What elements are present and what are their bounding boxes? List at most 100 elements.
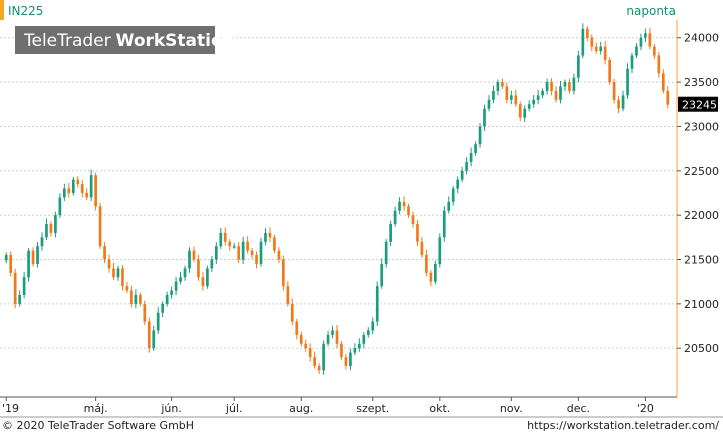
candle-body (179, 277, 182, 282)
y-tick-label: 23500 (684, 76, 719, 89)
y-tick-label: 21000 (684, 298, 719, 311)
candle-body (590, 37, 594, 47)
candle-body (474, 144, 477, 154)
candle-body (451, 188, 455, 202)
candle-body (255, 255, 258, 264)
candle-body (527, 104, 531, 109)
candle-body (237, 246, 241, 260)
symbol-label: IN225 (8, 4, 43, 18)
last-price-value: 23245 (682, 99, 717, 112)
watermark-box (15, 26, 215, 54)
grid (0, 37, 677, 349)
candle-body (492, 90, 495, 100)
watermark-product: WorkStation (116, 31, 235, 51)
candle-body (380, 263, 384, 287)
x-tick-label: jún. (160, 402, 182, 415)
candle-body (349, 352, 352, 366)
candle-body (577, 55, 580, 78)
candle-body (608, 59, 611, 83)
candle-body (134, 294, 138, 304)
interval-label: naponta (626, 4, 676, 18)
candle-body (317, 365, 321, 371)
candle-body (550, 82, 553, 91)
candle-body (273, 237, 276, 251)
candle-body (603, 46, 607, 60)
candle-body (393, 210, 397, 225)
candle-body (599, 46, 603, 52)
x-tick-label: máj. (84, 402, 108, 415)
candle-body (89, 175, 93, 198)
candle-body (174, 281, 178, 291)
x-tick-label: okt. (429, 402, 450, 415)
candle-body (76, 179, 80, 185)
candle-body (621, 95, 625, 109)
candle-body (241, 241, 245, 260)
candle-body (80, 184, 84, 193)
x-tick-label: nov. (500, 402, 523, 415)
candle-body (635, 46, 638, 56)
candle-body (161, 303, 165, 313)
candle-body (585, 28, 589, 38)
candle-body (554, 90, 558, 100)
candle-body (402, 201, 406, 207)
candle-body (469, 153, 473, 162)
watermark: TeleTrader WorkStation (15, 26, 235, 54)
candle-body (501, 82, 504, 87)
candle-body (653, 46, 656, 56)
candle-body (572, 77, 576, 91)
y-tick-label: 20500 (684, 342, 719, 355)
y-tick-label: 22500 (684, 165, 719, 178)
candle-body (170, 290, 173, 295)
y-tick-label: 24000 (684, 32, 719, 45)
candle-body (442, 210, 446, 238)
candle-body (353, 348, 357, 353)
last-price-badge: 23245 (678, 96, 718, 112)
header-accent-bar (0, 0, 4, 20)
candle-body (438, 237, 442, 264)
candle-body (156, 312, 160, 331)
candle-body (138, 294, 142, 304)
candle-body (143, 303, 147, 322)
candle-body (259, 241, 263, 264)
candle-body (232, 246, 236, 248)
candle-body (465, 161, 468, 171)
candle-body (617, 99, 620, 109)
candle-body (344, 357, 348, 366)
candle-body (487, 99, 491, 109)
copyright-text: © 2020 TeleTrader Software GmbH (2, 419, 194, 432)
candle-body (518, 104, 522, 118)
source-url: https://workstation.teletrader.com/ (527, 419, 719, 432)
candle-body (456, 179, 460, 189)
candle-body (85, 192, 89, 198)
candle-body (183, 268, 187, 278)
candle-body (223, 232, 227, 242)
x-axis: '19 máj. jún. júl. aug. szept. okt. nov. dec. '20 (2, 397, 654, 415)
candle-body (152, 330, 156, 349)
candle-body (407, 206, 410, 216)
candle-body (371, 321, 375, 331)
candle-body (103, 246, 106, 260)
candle-body (644, 33, 647, 38)
x-tick-label: szept. (356, 402, 389, 415)
candle-body (509, 95, 513, 100)
candle-body (568, 82, 571, 91)
candle-body (286, 286, 290, 304)
candle-body (331, 330, 334, 335)
candle-body (429, 272, 433, 282)
candle-body (49, 224, 53, 233)
candle-body (483, 108, 486, 127)
candle-body (98, 206, 102, 247)
last-price-box (678, 96, 718, 112)
candle-body (326, 334, 330, 344)
candle-body (626, 68, 629, 96)
candle-body (420, 241, 424, 256)
candle-body (4, 255, 8, 261)
candle-body (54, 215, 57, 233)
candle-body (532, 99, 536, 105)
y-axis: 20500 21000 21500 22000 22500 23000 23500 24000 (677, 32, 719, 355)
candle-body (581, 28, 585, 56)
candle-body (27, 250, 30, 278)
candle-body (433, 263, 437, 282)
candle-body (277, 250, 281, 260)
candle-body (648, 33, 652, 47)
